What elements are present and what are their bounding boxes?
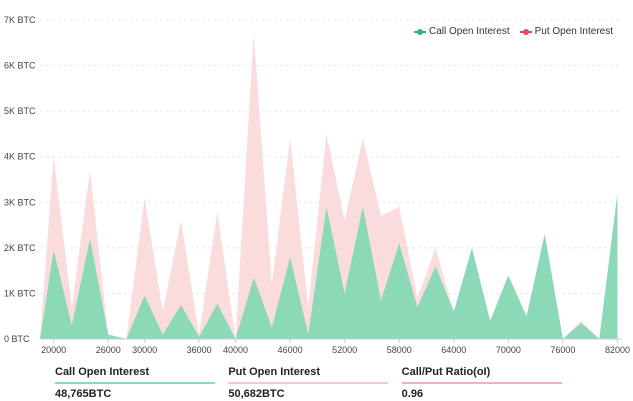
stat-call-open-interest: Call Open Interest 48,765BTC [55, 366, 228, 400]
x-tick-label: 76000 [550, 345, 575, 355]
y-tick-label: 3K BTC [4, 197, 36, 207]
put-open-interest-area [40, 33, 618, 340]
stat-label: Call Open Interest [55, 366, 150, 378]
y-tick-label: 2K BTC [4, 243, 36, 253]
x-axis: 20000 26000 30000 36000 40000 46000 52000 58000… [40, 338, 630, 355]
stat-label: Call/Put Ratio(oI) [401, 366, 491, 378]
y-tick-label: 4K BTC [4, 152, 36, 162]
x-tick-label: 26000 [96, 345, 121, 355]
y-tick-label: 1K BTC [4, 288, 36, 298]
y-axis: 0 BTC 1K BTC 2K BTC 3K BTC 4K BTC 5K BTC 6K BT… [4, 15, 36, 344]
x-tick-label: 46000 [278, 345, 303, 355]
x-tick-label: 20000 [41, 345, 66, 355]
x-tick-label: 82000 [605, 345, 630, 355]
stat-underline [228, 382, 389, 384]
summary-stats: Call Open Interest 48,765BTC Put Open In… [55, 366, 575, 400]
y-tick-label: 7K BTC [4, 15, 36, 25]
x-tick-label: 30000 [132, 345, 157, 355]
y-tick-label: 0 BTC [4, 334, 30, 344]
x-tick-label: 58000 [387, 345, 412, 355]
x-tick-label: 36000 [187, 345, 212, 355]
stat-underline [401, 382, 562, 384]
series-areas [40, 33, 618, 340]
legend-put-label: Put Open Interest [534, 26, 613, 37]
x-tick-label: 40000 [223, 345, 248, 355]
open-interest-chart: 0 BTC 1K BTC 2K BTC 3K BTC 4K BTC 5K BTC 6K BT… [4, 15, 630, 355]
stat-value: 48,765BTC [55, 388, 112, 400]
stat-put-open-interest: Put Open Interest 50,682BTC [228, 366, 401, 400]
put-legend-marker [519, 28, 532, 35]
x-tick-label: 64000 [441, 345, 466, 355]
stat-value: 0.96 [401, 388, 424, 400]
call-legend-marker [414, 28, 426, 35]
stat-value: 50,682BTC [228, 388, 285, 400]
chart-legend: Call Open Interest Put Open Interest [414, 26, 613, 37]
legend-item-call[interactable]: Call Open Interest [414, 26, 510, 37]
y-tick-label: 6K BTC [4, 61, 36, 71]
stat-underline [55, 382, 215, 384]
legend-call-label: Call Open Interest [429, 26, 510, 37]
call-open-interest-area [40, 193, 618, 339]
stat-label: Put Open Interest [228, 366, 321, 378]
stat-call-put-ratio: Call/Put Ratio(oI) 0.96 [401, 366, 575, 400]
legend-item-put[interactable]: Put Open Interest [519, 26, 613, 37]
x-tick-label: 70000 [496, 345, 521, 355]
x-tick-label: 52000 [332, 345, 357, 355]
y-tick-label: 5K BTC [4, 106, 36, 116]
